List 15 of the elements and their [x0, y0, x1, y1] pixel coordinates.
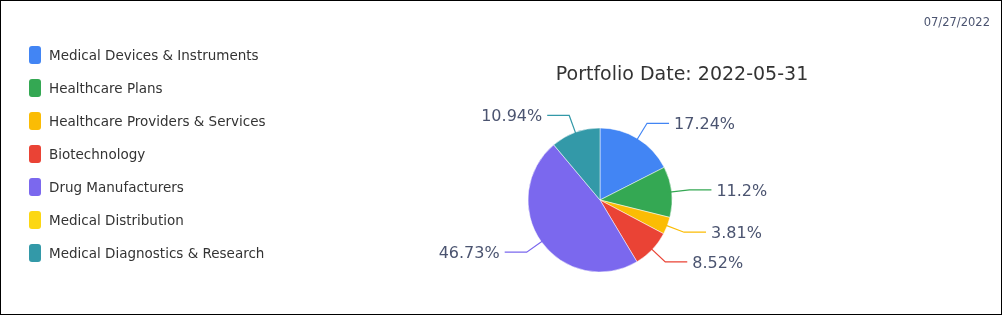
- legend-label: Medical Devices & Instruments: [49, 47, 259, 63]
- legend-label: Healthcare Plans: [49, 80, 163, 96]
- legend-label: Medical Distribution: [49, 212, 184, 228]
- legend-label: Medical Diagnostics & Research: [49, 245, 265, 261]
- data-label: 11.2%: [716, 180, 768, 200]
- data-label: 46.73%: [438, 243, 500, 263]
- data-label: 17.24%: [674, 114, 736, 134]
- legend-label: Biotechnology: [49, 146, 146, 162]
- text: Portfolio Date: 2022-05-31: [555, 62, 809, 84]
- legend-label: Healthcare Providers & Services: [49, 113, 266, 129]
- legend-label: Drug Manufacturers: [49, 179, 184, 195]
- data-label: 10.94%: [481, 106, 543, 126]
- data-label: 3.81%: [711, 223, 762, 243]
- text: 07/27/2022: [923, 15, 990, 29]
- data-label: 8.52%: [692, 252, 744, 272]
